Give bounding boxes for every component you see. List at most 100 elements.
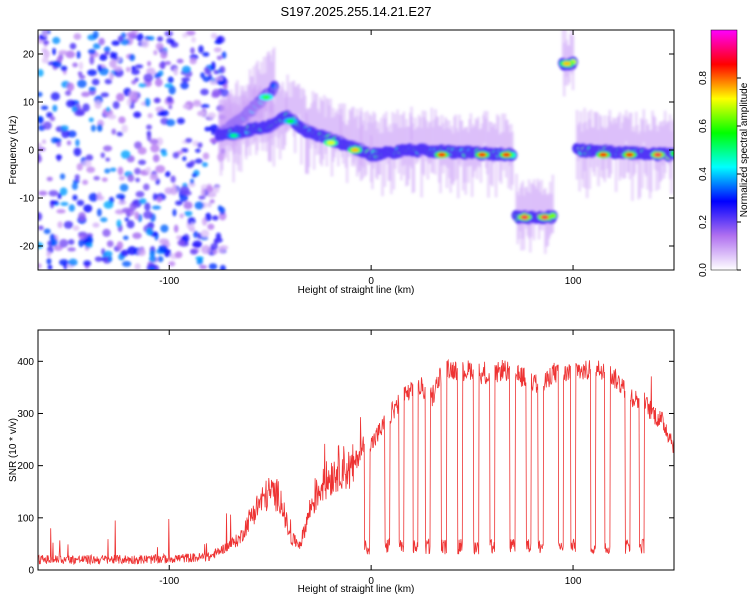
noise-blob: [147, 60, 152, 67]
noise-blob: [207, 112, 217, 119]
peak-core: [599, 152, 608, 157]
noise-blob: [38, 154, 42, 163]
noise-blob: [124, 217, 129, 222]
noise-blob: [68, 239, 75, 245]
noise-blob: [197, 257, 203, 263]
colorbar-tick-label: 0.2: [698, 215, 709, 229]
colorbar-label: Normalized spectral amplitude: [739, 82, 750, 217]
noise-blob: [176, 235, 182, 240]
noise-blob: [126, 31, 137, 37]
noise-blob: [117, 35, 124, 42]
noise-blob: [103, 46, 111, 53]
noise-blob: [156, 111, 165, 116]
y-tick-label: 0: [28, 146, 34, 157]
noise-blob: [106, 240, 114, 248]
snr-series-line: [38, 358, 674, 566]
y-tick-label: 400: [17, 357, 34, 368]
smear: [239, 112, 243, 172]
colorbar-strip: [710, 29, 738, 271]
noise-blob: [38, 116, 44, 124]
noise-blob: [214, 39, 222, 45]
noise-blob: [50, 92, 60, 101]
noise-blob: [170, 41, 179, 48]
smear: [669, 131, 673, 195]
noise-blob: [111, 40, 120, 46]
noise-blob: [66, 140, 72, 146]
snr-x-label: Height of straight line (km): [298, 584, 415, 595]
noise-blob: [173, 224, 179, 233]
noise-blob: [119, 183, 129, 192]
x-tick-label: 0: [368, 276, 374, 287]
peak-core: [562, 61, 571, 66]
noise-blob: [134, 211, 139, 220]
noise-blob: [66, 99, 76, 108]
noise-blob: [192, 101, 202, 107]
noise-blob: [180, 148, 189, 153]
noise-blob: [42, 121, 52, 130]
noise-blob: [96, 124, 103, 132]
peak-core: [653, 152, 662, 157]
noise-blob: [176, 58, 184, 64]
noise-blob: [77, 71, 83, 77]
colorbar: 0.0 0.2 0.4 0.6 0.8 Normalized spectral ampl…: [698, 29, 750, 277]
noise-blob: [179, 193, 189, 203]
noise-blob: [206, 185, 214, 193]
noise-blob: [127, 246, 137, 256]
noise-blob: [51, 47, 57, 56]
smear: [593, 111, 597, 177]
noise-blob: [116, 131, 124, 137]
peak-core: [437, 152, 446, 157]
x-tick-label: -100: [159, 576, 179, 587]
noise-blob: [157, 256, 164, 263]
noise-blob: [134, 167, 141, 175]
smear: [220, 113, 224, 171]
noise-blob: [57, 192, 62, 200]
noise-blob: [104, 168, 111, 174]
y-tick-label: 0: [28, 566, 34, 577]
noise-blob: [207, 223, 215, 230]
noise-blob: [43, 40, 50, 45]
noise-blob: [195, 148, 201, 153]
noise-blob: [82, 103, 90, 112]
noise-blob: [112, 101, 120, 109]
noise-blob: [145, 166, 152, 174]
noise-blob: [149, 138, 159, 145]
noise-blob: [129, 54, 136, 62]
noise-blob: [82, 179, 89, 185]
noise-blob: [42, 30, 48, 37]
noise-blob: [126, 98, 132, 106]
noise-blob: [38, 91, 43, 98]
smear: [585, 129, 589, 199]
noise-blob: [57, 221, 63, 229]
noise-blob: [179, 213, 184, 219]
noise-blob: [38, 242, 44, 249]
noise-blob: [210, 127, 216, 136]
snr-frame: [37, 329, 675, 571]
noise-blob: [197, 142, 203, 148]
peak-core: [502, 152, 511, 157]
snr-y-label: SNR (10 * v/v): [8, 418, 19, 482]
spectrogram-y-label: Frequency (Hz): [8, 116, 19, 185]
noise-blob: [109, 167, 117, 172]
noise-blob: [164, 171, 171, 178]
noise-blob: [125, 66, 131, 73]
noise-blob: [88, 192, 99, 202]
noise-blob: [202, 76, 211, 83]
noise-blob: [47, 264, 53, 270]
noise-blob: [92, 30, 99, 39]
noise-blob: [59, 187, 68, 196]
noise-blob: [153, 264, 160, 270]
noise-blob: [111, 128, 117, 135]
noise-blob: [160, 224, 169, 233]
noise-blob: [150, 144, 160, 153]
noise-blob: [200, 188, 205, 197]
noise-blob: [182, 32, 188, 38]
noise-blob: [101, 177, 108, 182]
noise-blob: [81, 91, 91, 98]
noise-blob: [156, 36, 164, 42]
snr-x-axis: -100 0 100: [159, 330, 582, 587]
noise-blob: [116, 219, 122, 228]
noise-blob: [118, 116, 126, 124]
noise-blob: [147, 35, 155, 41]
noise-blob: [219, 65, 226, 74]
